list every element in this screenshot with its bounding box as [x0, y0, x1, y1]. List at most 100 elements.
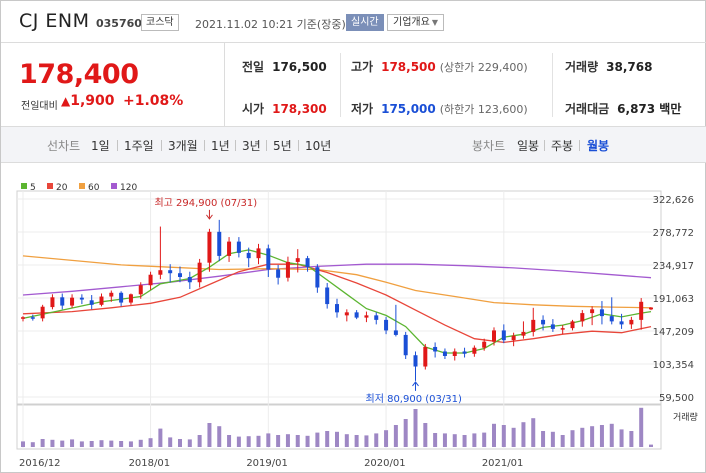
volume-bar — [501, 425, 506, 447]
stat-label: 시가 — [242, 102, 265, 116]
candle-body — [266, 248, 271, 270]
legend-label: 60 — [88, 183, 100, 193]
candlestick-chart[interactable]: 59,500 103,354 147,209 191,063 234,917 278,77… — [1, 171, 706, 473]
volume-bar — [305, 435, 310, 447]
candle-body — [30, 317, 35, 319]
period-1d[interactable]: 1일 — [91, 139, 110, 153]
volume-bar — [364, 435, 369, 447]
volume-bar — [442, 433, 447, 447]
realtime-badge[interactable]: 실시간 — [346, 14, 384, 31]
volume-bar — [649, 444, 653, 447]
volume-bar — [128, 441, 133, 447]
candle-body — [227, 241, 232, 256]
candle-monthly[interactable]: 월봉 — [587, 139, 610, 153]
stat-low: 저가 175,000 (하한가 123,600) — [351, 100, 528, 117]
volume-bar — [168, 437, 173, 447]
stat-value: 6,873 백만 — [617, 102, 682, 116]
candle-body — [217, 231, 222, 256]
stat-amount: 거래대금 6,873 백만 — [565, 100, 681, 117]
candle-body — [197, 262, 202, 283]
candle-daily[interactable]: 일봉 — [517, 139, 540, 153]
high-arrow-head-icon — [206, 214, 213, 220]
company-overview-button[interactable]: 기업개요 ▼ — [387, 14, 444, 31]
change-value: ▲1,900 — [61, 93, 115, 109]
candle-body — [89, 300, 94, 305]
candle-body — [50, 297, 55, 308]
candle-body — [609, 316, 614, 322]
divider — [204, 140, 205, 151]
candle-body — [354, 312, 359, 318]
volume-bar — [482, 432, 487, 447]
candle-body — [492, 330, 496, 342]
line-chart-label: 선차트 — [47, 139, 81, 153]
candle-body — [256, 248, 261, 259]
volume-bar — [40, 439, 45, 447]
divider — [117, 140, 118, 151]
volume-bar — [227, 435, 232, 447]
x-tick-label: 2019/01 — [246, 458, 288, 469]
candle-body — [511, 335, 516, 341]
chart-period-bar: 선차트 1일 1주일 3개월 1년 3년 5년 10년 봉차트 일봉 주봉 월봉 — [1, 127, 706, 163]
candle-body — [79, 297, 84, 300]
stat-value: 38,768 — [606, 60, 653, 74]
candle-body — [599, 309, 604, 317]
period-10y[interactable]: 10년 — [305, 139, 332, 153]
volume-bar — [119, 441, 124, 447]
stat-label: 저가 — [351, 102, 374, 116]
ma120-line — [22, 263, 652, 296]
chevron-down-icon: ▼ — [431, 18, 438, 27]
y-tick-label: 147,209 — [653, 327, 694, 338]
candle-body — [619, 321, 624, 325]
up-arrow-icon: ▲ — [61, 94, 71, 108]
volume-bar — [462, 435, 467, 447]
stock-name[interactable]: CJ ENM — [19, 10, 90, 32]
volume-bar — [266, 433, 271, 447]
volume-bar — [187, 439, 192, 447]
legend-swatch — [47, 183, 53, 189]
volume-bar — [629, 431, 634, 447]
candle-body — [501, 330, 506, 341]
stat-open: 시가 178,300 — [242, 100, 327, 117]
y-tick-label: 278,772 — [653, 228, 694, 239]
volume-bar — [246, 436, 251, 447]
volume-bar — [99, 440, 104, 447]
candle-weekly[interactable]: 주봉 — [551, 139, 574, 153]
divider — [579, 140, 580, 151]
candle-body — [119, 292, 124, 303]
candle-body — [570, 321, 575, 329]
x-tick-label: 2021/01 — [482, 458, 524, 469]
quote-datetime: 2021.11.02 10:21 기준(장중) — [195, 18, 346, 31]
ma20-line — [22, 263, 652, 344]
period-3y[interactable]: 3년 — [242, 139, 261, 153]
volume-bar — [374, 433, 379, 447]
candle-body — [560, 328, 565, 330]
market-badge: 코스닥 — [141, 14, 179, 31]
volume-bar — [335, 431, 339, 447]
volume-bar — [21, 441, 25, 447]
candle-body — [649, 307, 653, 310]
volume-bar — [452, 434, 457, 447]
candle-body — [128, 294, 133, 303]
divider — [544, 140, 545, 151]
low-annotation: 최저 80,900 (03/31) — [366, 393, 462, 405]
candle-body — [541, 319, 546, 325]
period-1w[interactable]: 1주일 — [124, 139, 154, 153]
candle-body — [187, 276, 192, 283]
divider — [298, 140, 299, 151]
candle-body — [168, 270, 173, 274]
y-tick-label: 322,626 — [653, 195, 694, 206]
period-5y[interactable]: 5년 — [273, 139, 292, 153]
volume-bar — [315, 432, 320, 447]
period-1y[interactable]: 1년 — [211, 139, 230, 153]
candle-body — [384, 319, 389, 331]
volume-bar — [590, 426, 595, 447]
candle-body — [60, 297, 65, 306]
period-3m[interactable]: 3개월 — [168, 139, 198, 153]
candle-body — [295, 258, 300, 262]
ma5-line — [22, 249, 652, 354]
candle-body — [413, 355, 418, 367]
volume-bar — [599, 425, 604, 447]
y-tick-label: 103,354 — [653, 360, 694, 371]
volume-bar — [148, 438, 153, 447]
y-tick-label: 191,063 — [653, 294, 694, 305]
